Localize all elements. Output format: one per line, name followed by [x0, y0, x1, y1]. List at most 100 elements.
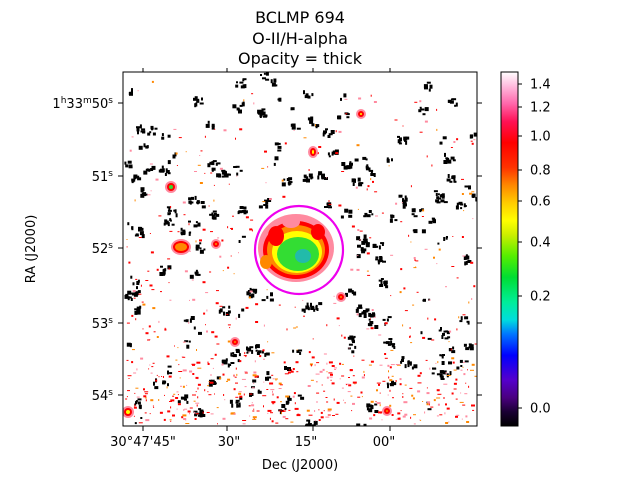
noise-pixel [219, 305, 223, 307]
noise-pixel [197, 164, 201, 166]
noise-pixel [366, 164, 369, 167]
noise-pixel [160, 265, 163, 268]
noise-pixel [266, 289, 268, 291]
noise-pixel [188, 231, 191, 236]
noise-pixel [344, 402, 346, 404]
noise-pixel [409, 335, 411, 338]
noise-pixel [284, 373, 289, 375]
noise-pixel [381, 212, 384, 214]
noise-pixel [208, 205, 210, 207]
noise-pixel [363, 423, 367, 426]
noise-pixel [353, 291, 357, 296]
noise-pixel [244, 352, 246, 355]
noise-pixel [141, 234, 145, 239]
noise-pixel [462, 404, 466, 406]
noise-pixel [328, 372, 333, 374]
noise-pixel [138, 145, 143, 150]
noise-pixel [346, 116, 350, 119]
noise-pixel [363, 238, 368, 243]
noise-pixel [137, 90, 139, 92]
noise-pixel [152, 405, 154, 407]
noise-pixel [172, 154, 176, 159]
noise-pixel [246, 351, 249, 354]
noise-pixel [321, 177, 326, 180]
noise-pixel [442, 136, 447, 140]
noise-pixel [439, 354, 442, 357]
noise-pixel [151, 289, 155, 291]
noise-pixel [388, 376, 390, 379]
noise-pixel [143, 143, 146, 148]
noise-pixel [206, 330, 208, 333]
noise-pixel [348, 288, 353, 293]
noise-pixel [389, 379, 393, 382]
noise-pixel [131, 314, 134, 317]
noise-pixel [143, 388, 145, 391]
noise-pixel [169, 230, 173, 232]
noise-pixel [333, 398, 335, 401]
noise-pixel [351, 410, 353, 412]
y-axis-label: RA (J2000) [24, 215, 39, 284]
x-tick-label: 30" [218, 435, 241, 450]
noise-pixel [149, 131, 152, 134]
noise-pixel [341, 162, 346, 166]
noise-pixel [363, 370, 365, 373]
noise-pixel [163, 271, 166, 276]
noise-pixel [242, 101, 245, 106]
noise-pixel [138, 293, 142, 295]
noise-pixel [169, 218, 172, 222]
noise-pixel [352, 402, 355, 405]
noise-pixel [211, 212, 214, 216]
noise-pixel [216, 376, 221, 380]
noise-pixel [235, 84, 239, 88]
noise-pixel [349, 163, 353, 167]
compact-source-core [169, 185, 173, 189]
y-tick-label: 53s [92, 316, 114, 332]
noise-pixel [315, 124, 318, 129]
noise-pixel [309, 119, 314, 124]
noise-pixel [195, 221, 198, 224]
noise-pixel [196, 361, 201, 364]
noise-pixel [392, 382, 397, 386]
noise-pixel [229, 364, 232, 366]
noise-pixel [343, 165, 348, 170]
noise-pixel [456, 202, 459, 206]
noise-pixel [136, 310, 141, 315]
noise-pixel [290, 107, 295, 111]
noise-pixel [199, 102, 204, 105]
noise-pixel [441, 335, 444, 339]
noise-pixel [420, 331, 423, 335]
noise-pixel [153, 406, 155, 408]
noise-pixel [374, 403, 378, 406]
noise-pixel [435, 362, 437, 364]
noise-pixel [291, 369, 292, 372]
noise-pixel [177, 347, 179, 349]
noise-pixel [272, 403, 275, 405]
noise-pixel [313, 420, 318, 425]
noise-pixel [130, 275, 133, 279]
noise-pixel [236, 403, 239, 408]
noise-pixel [233, 388, 236, 391]
noise-pixel [326, 202, 329, 206]
noise-pixel [197, 414, 201, 417]
noise-pixel [436, 415, 439, 417]
noise-pixel [350, 268, 354, 271]
noise-pixel [305, 305, 310, 310]
noise-pixel [332, 150, 337, 155]
noise-pixel [460, 369, 463, 371]
noise-pixel [443, 237, 446, 241]
noise-pixel [188, 220, 191, 223]
noise-pixel [186, 384, 188, 386]
noise-pixel [352, 381, 357, 384]
noise-pixel [239, 395, 243, 398]
noise-pixel [250, 219, 254, 221]
noise-pixel [412, 397, 415, 400]
noise-pixel [243, 206, 247, 210]
noise-pixel [382, 380, 386, 382]
noise-pixel [306, 178, 310, 183]
noise-pixel [449, 180, 453, 183]
noise-pixel [283, 409, 285, 412]
noise-pixel [357, 396, 361, 398]
noise-pixel [239, 206, 244, 209]
noise-pixel [192, 298, 196, 301]
title-line-2: O-II/H-alpha [252, 29, 348, 48]
